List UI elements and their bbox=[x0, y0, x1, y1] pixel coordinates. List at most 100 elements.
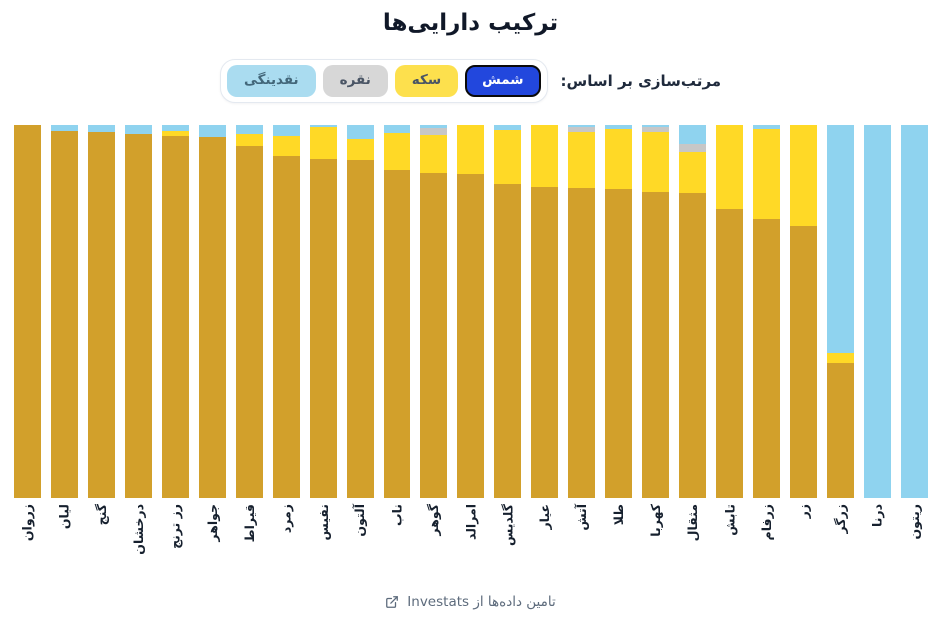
bar-segment-bullion bbox=[753, 218, 781, 498]
bar-segment-liquidity bbox=[494, 125, 522, 130]
bar[interactable] bbox=[457, 125, 485, 498]
bar-segment-coin bbox=[494, 129, 522, 184]
bar[interactable] bbox=[50, 125, 78, 498]
bar[interactable] bbox=[272, 125, 300, 498]
bar-segment-bullion bbox=[235, 145, 263, 498]
bar-segment-bullion bbox=[716, 208, 744, 498]
bar[interactable] bbox=[14, 125, 41, 498]
bar-segment-coin bbox=[753, 129, 781, 219]
bar-segment-liquidity bbox=[900, 125, 928, 498]
bar-segment-bullion bbox=[420, 173, 448, 498]
bar[interactable] bbox=[161, 125, 189, 498]
bar-segment-bullion bbox=[494, 183, 522, 498]
x-axis-label-text: ریتون bbox=[906, 504, 922, 540]
x-axis-label-text: قیراط bbox=[241, 504, 257, 543]
bar[interactable] bbox=[309, 125, 337, 498]
bar[interactable] bbox=[383, 125, 411, 498]
bar-segment-liquidity bbox=[568, 125, 596, 127]
bar[interactable] bbox=[531, 125, 559, 498]
x-axis-label: گوهر bbox=[420, 498, 447, 580]
sort-button-نقدینگی[interactable]: نقدینگی bbox=[226, 65, 316, 97]
bar-segment-coin bbox=[346, 139, 374, 161]
bar[interactable] bbox=[826, 125, 854, 498]
stacked-bar-chart bbox=[0, 125, 941, 498]
x-axis-label: زمرد bbox=[273, 498, 300, 580]
x-axis-label: جواهر bbox=[199, 498, 226, 580]
bar[interactable] bbox=[900, 125, 928, 498]
bar-segment-bullion bbox=[14, 125, 41, 498]
x-axis-label-text: نفیس bbox=[315, 504, 331, 541]
bar[interactable] bbox=[605, 125, 633, 498]
bar-segment-liquidity bbox=[346, 125, 374, 140]
x-axis-label: زروان bbox=[14, 498, 41, 580]
bar-segment-bullion bbox=[309, 158, 337, 498]
bar-segment-coin bbox=[716, 125, 744, 209]
x-axis-label: قیراط bbox=[236, 498, 263, 580]
bar-segment-silver bbox=[568, 126, 596, 132]
bar-segment-bullion bbox=[272, 155, 300, 498]
sort-button-شمش[interactable]: شمش bbox=[465, 65, 541, 97]
bar-segment-liquidity bbox=[679, 125, 707, 145]
bar-segment-liquidity bbox=[87, 125, 115, 133]
bar-segment-liquidity bbox=[753, 125, 781, 130]
x-axis-label: رز ترنج bbox=[162, 498, 189, 580]
x-axis-label: امرالد bbox=[457, 498, 484, 580]
bar-segment-liquidity bbox=[235, 125, 263, 134]
bar-segment-coin bbox=[642, 131, 670, 192]
x-axis-label-text: زمرد bbox=[278, 504, 294, 534]
bar[interactable] bbox=[198, 125, 226, 498]
x-axis-label: طلا bbox=[605, 498, 632, 580]
bar-segment-bullion bbox=[124, 133, 152, 498]
bar-segment-coin bbox=[457, 125, 485, 174]
bar[interactable] bbox=[753, 125, 781, 498]
bar[interactable] bbox=[346, 125, 374, 498]
bar[interactable] bbox=[124, 125, 152, 498]
bar-segment-bullion bbox=[531, 186, 559, 498]
bar-segment-coin bbox=[568, 131, 596, 189]
data-source-footer: تامین داده‌ها از Investats bbox=[0, 594, 941, 610]
sort-button-group: شمش سکه نقره نقدینگی bbox=[219, 59, 548, 103]
x-axis-label-text: کهربا bbox=[648, 504, 664, 537]
bar[interactable] bbox=[679, 125, 707, 498]
bar-segment-liquidity bbox=[826, 125, 854, 353]
bar-segment-bullion bbox=[790, 226, 817, 498]
x-axis-label-text: تابش bbox=[722, 504, 738, 536]
sort-bar: مرتب‌سازی بر اساس: شمش سکه نقره نقدینگی bbox=[0, 54, 941, 108]
bar-segment-coin bbox=[679, 151, 707, 193]
x-axis-label-text: عیار bbox=[537, 504, 553, 530]
bar-segment-bullion bbox=[457, 173, 485, 498]
bar-segment-bullion bbox=[50, 130, 78, 498]
x-axis-label: لیان bbox=[51, 498, 78, 580]
bar-segment-bullion bbox=[826, 362, 854, 498]
bar[interactable] bbox=[420, 125, 448, 498]
bar[interactable] bbox=[87, 125, 115, 498]
bar-segment-liquidity bbox=[50, 125, 78, 131]
page-title: ترکیب دارایی‌ها bbox=[382, 10, 559, 36]
bar[interactable] bbox=[494, 125, 522, 498]
bar-segment-coin bbox=[309, 126, 337, 159]
bar[interactable] bbox=[235, 125, 263, 498]
bar-segment-liquidity bbox=[161, 125, 189, 131]
bar-segment-liquidity bbox=[420, 125, 448, 128]
bar[interactable] bbox=[790, 125, 817, 498]
bar-segment-coin bbox=[826, 352, 854, 363]
bar[interactable] bbox=[863, 125, 891, 498]
bar[interactable] bbox=[568, 125, 596, 498]
x-axis-label-text: درخشان bbox=[130, 504, 146, 555]
sort-button-نقره[interactable]: نقره bbox=[322, 65, 388, 97]
x-axis-label-text: زر bbox=[796, 504, 811, 519]
x-axis-label: آتش bbox=[568, 498, 595, 580]
x-axis-label-text: گوهر bbox=[426, 504, 442, 536]
x-axis-label-text: آتش bbox=[574, 504, 590, 531]
x-axis-label: عیار bbox=[531, 498, 558, 580]
bar[interactable] bbox=[642, 125, 670, 498]
x-axis-label: نفیس bbox=[310, 498, 337, 580]
bar[interactable] bbox=[716, 125, 744, 498]
sort-button-سکه[interactable]: سکه bbox=[394, 65, 459, 97]
x-axis-label-text: طلا bbox=[611, 504, 627, 526]
x-axis-label: کهربا bbox=[642, 498, 669, 580]
x-axis-label: آلتون bbox=[347, 498, 374, 580]
bar-segment-coin bbox=[420, 135, 448, 174]
footer-link[interactable]: تامین داده‌ها از Investats bbox=[407, 594, 556, 610]
x-axis-label: زرگر bbox=[827, 498, 854, 580]
